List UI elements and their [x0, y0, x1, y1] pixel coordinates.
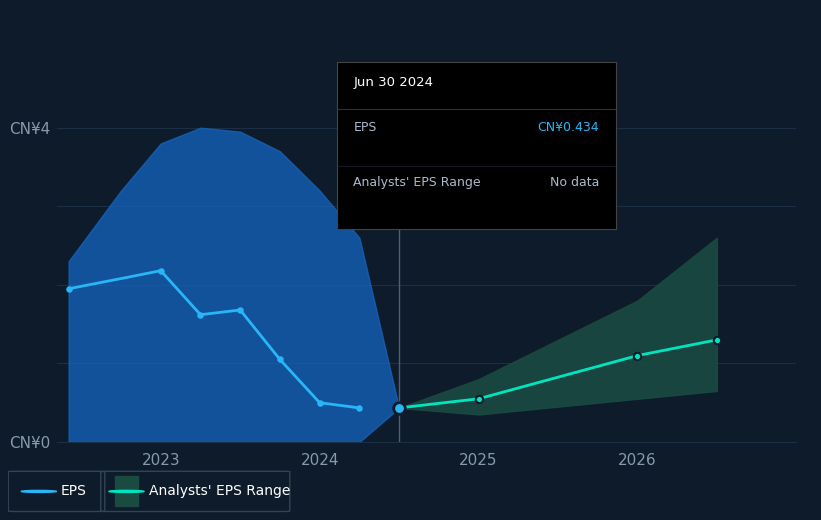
- Text: No data: No data: [549, 176, 599, 189]
- Text: Analysts' EPS Range: Analysts' EPS Range: [149, 485, 291, 498]
- Point: [392, 404, 406, 412]
- Text: EPS: EPS: [353, 121, 377, 134]
- Text: CN¥0.434: CN¥0.434: [538, 121, 599, 134]
- Text: Jun 30 2024: Jun 30 2024: [353, 76, 433, 89]
- Text: Actual: Actual: [349, 104, 391, 117]
- Point: [710, 336, 723, 344]
- Point: [154, 267, 167, 275]
- Text: EPS: EPS: [61, 485, 86, 498]
- Point: [313, 398, 326, 407]
- Text: Analysts' EPS Range: Analysts' EPS Range: [353, 176, 481, 189]
- Point: [631, 352, 644, 360]
- Text: Analysts Forecasts: Analysts Forecasts: [412, 104, 535, 117]
- Point: [472, 395, 485, 403]
- Point: [353, 404, 366, 412]
- Point: [62, 284, 76, 293]
- Bar: [115, 476, 138, 506]
- Point: [273, 355, 287, 363]
- Circle shape: [108, 490, 144, 492]
- Point: [234, 306, 247, 314]
- Point: [194, 310, 207, 319]
- Circle shape: [21, 490, 57, 492]
